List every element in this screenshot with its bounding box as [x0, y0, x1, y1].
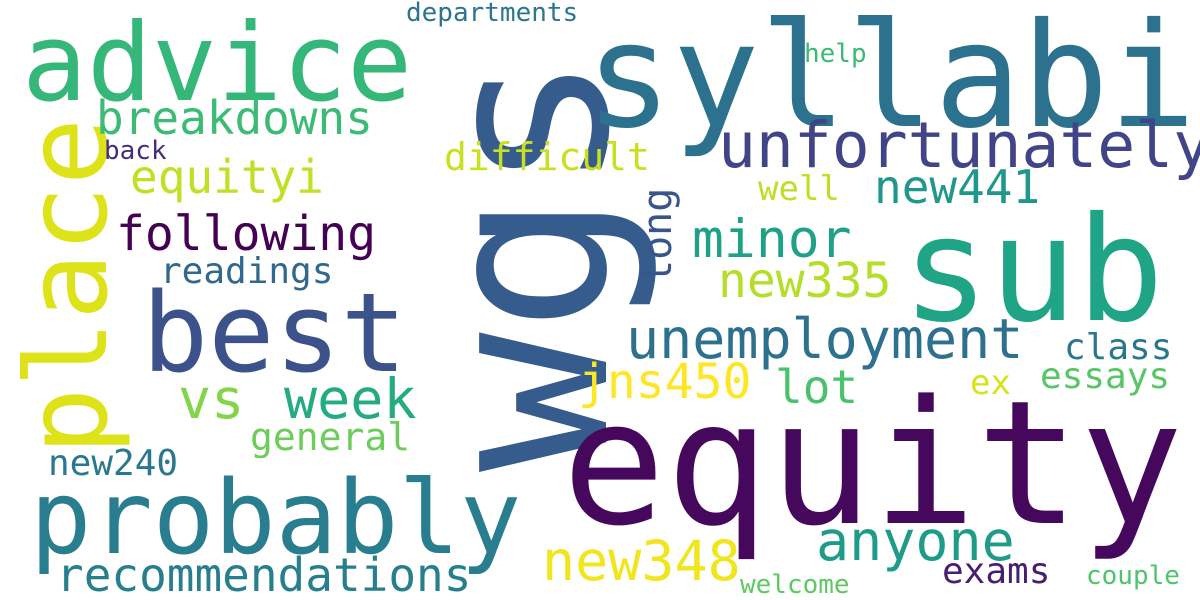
- word-minor: minor: [692, 209, 852, 270]
- word-advice: advice: [22, 1, 413, 126]
- word-equityi: equityi: [130, 150, 324, 204]
- word-back: back: [104, 136, 167, 166]
- word-new348: new348: [542, 529, 741, 593]
- word-essays: essays: [1040, 356, 1171, 397]
- word-anyone: anyone: [816, 509, 1015, 573]
- word-equity: equity: [562, 363, 1184, 564]
- word-recommendations: recommendations: [56, 548, 472, 600]
- word-general: general: [250, 415, 411, 459]
- word-class: class: [1064, 327, 1173, 368]
- word-week: week: [284, 367, 417, 431]
- word-lot: lot: [775, 360, 859, 414]
- word-welcome: welcome: [740, 570, 850, 600]
- word-couple: couple: [1086, 561, 1180, 591]
- word-difficult: difficult: [444, 135, 650, 179]
- word-new441: new441: [874, 160, 1041, 214]
- word-long: long: [635, 187, 681, 284]
- word-jns450: jns450: [578, 354, 752, 410]
- word-new240: new240: [48, 443, 179, 484]
- word-best: best: [142, 269, 407, 397]
- word-unemployment: unemployment: [626, 307, 1024, 371]
- word-new335: new335: [718, 253, 892, 309]
- word-ex: ex: [970, 363, 1011, 403]
- word-exams: exams: [942, 551, 1051, 592]
- word-probably: probably: [30, 459, 522, 578]
- word-readings: readings: [160, 251, 334, 292]
- word-unfortunately: unfortunately: [718, 109, 1200, 182]
- word-place: place: [3, 117, 133, 455]
- word-vs: vs: [178, 367, 245, 431]
- word-well: well: [758, 169, 840, 209]
- word-help: help: [804, 39, 867, 69]
- word-syllabi: syllabi: [585, 0, 1197, 161]
- word-breakdowns: breakdowns: [96, 91, 373, 145]
- word-departments: departments: [406, 0, 579, 28]
- word-following: following: [116, 206, 377, 262]
- word-sub: sub: [902, 186, 1164, 355]
